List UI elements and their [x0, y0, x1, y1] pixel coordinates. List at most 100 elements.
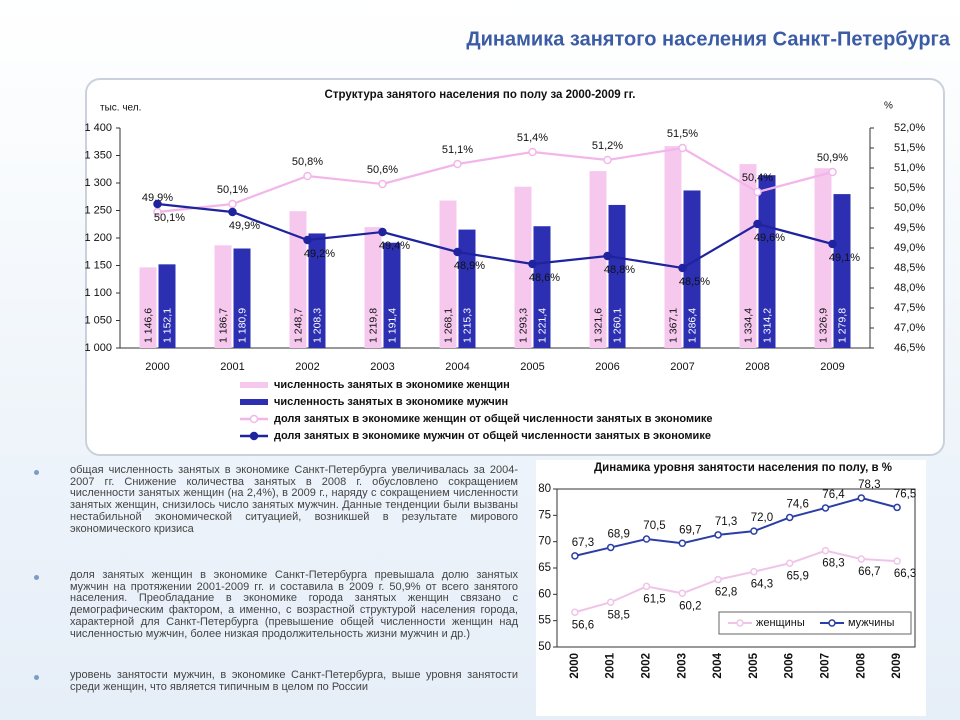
bullet-text: уровень занятости мужчин, в экономике Са… [70, 669, 518, 693]
x-tick-label: 2000 [145, 361, 169, 373]
line-value-label: 50,1% [154, 212, 185, 224]
line-marker [606, 598, 615, 606]
line-value-label: 76,5 [894, 488, 916, 500]
line-value-label: 49,9% [229, 220, 260, 232]
line-value-label: 69,7 [679, 524, 701, 536]
bar-value-label: 1 208,3 [311, 308, 323, 343]
bar-value-label: 1 152,1 [161, 308, 173, 343]
line-marker [893, 557, 901, 565]
line-marker [750, 527, 758, 535]
x-tick-label: 2006 [595, 361, 619, 373]
line-value-label: 74,6 [787, 498, 809, 510]
line-value-label: 49,4% [379, 240, 410, 252]
line-value-label: 66,7 [858, 566, 880, 578]
legend-label: доля занятых в экономике женщин от общей… [274, 413, 712, 425]
bullet-dot [34, 575, 39, 580]
bullet-dot [34, 675, 39, 680]
bar-value-label: 1 191,4 [386, 308, 398, 343]
bar [833, 194, 851, 348]
line-marker [821, 546, 830, 555]
chart-title: Динамика уровня занятости населения по п… [594, 462, 892, 474]
bar-value-label: 1 334,4 [742, 308, 754, 343]
line-marker [378, 179, 387, 189]
x-tick-label: 2004 [445, 361, 469, 373]
bar [289, 211, 307, 348]
line-marker [153, 199, 162, 209]
legend-box [718, 611, 912, 635]
x-tick-label: 2001 [220, 361, 244, 373]
bar [608, 204, 626, 348]
line-marker [857, 555, 866, 563]
line-marker [678, 143, 687, 153]
y-tick-label: 55 [538, 615, 551, 627]
bar-value-label: 1 367,1 [667, 308, 679, 343]
line-value-label: 62,8 [715, 587, 737, 599]
x-tick-label: 2007 [670, 361, 694, 373]
bar [814, 168, 832, 348]
x-tick-label: 2005 [748, 652, 760, 678]
line-value-label: 49,2% [304, 248, 335, 260]
bar [664, 146, 682, 348]
line-value-label: 50,8% [292, 156, 323, 168]
y-tick-label: 1 050 [84, 314, 112, 326]
line-value-label: 60,2 [679, 600, 701, 612]
x-tick-label: 2005 [520, 361, 544, 373]
line-marker [714, 531, 722, 539]
y2-tick-label: 51,5% [894, 142, 925, 154]
line-value-label: 58,5 [608, 609, 630, 621]
legend-swatch [240, 382, 268, 388]
line-marker [571, 608, 579, 616]
y-tick-label: 80 [538, 483, 551, 495]
x-tick-label: 2008 [855, 652, 867, 678]
x-tick-label: 2008 [745, 361, 769, 373]
y-tick-label: 65 [538, 562, 551, 574]
line-marker [228, 199, 237, 209]
line-value-label: 70,5 [643, 520, 665, 532]
bar [364, 227, 382, 348]
y2-tick-label: 51,0% [894, 162, 925, 174]
bar [739, 164, 757, 348]
line-value-label: 50,9% [817, 152, 848, 164]
line-marker [821, 504, 830, 512]
line-marker [785, 559, 794, 568]
bar-value-label: 1 314,2 [761, 308, 773, 343]
bar [233, 248, 251, 348]
x-tick-label: 2006 [784, 653, 796, 679]
line-marker [603, 155, 612, 165]
legend-label: численность занятых в экономике женщин [274, 379, 510, 391]
line-marker [753, 187, 762, 197]
bar [683, 190, 701, 348]
legend-marker [249, 431, 259, 441]
line [574, 496, 898, 557]
line-marker [642, 582, 651, 591]
line-marker [678, 539, 687, 547]
y-tick-label: 60 [538, 588, 551, 600]
line-value-label: 49,6% [754, 232, 785, 244]
line-marker [453, 159, 462, 169]
y-tick-label: 1 400 [84, 122, 112, 134]
line-marker [453, 247, 462, 257]
line [574, 549, 898, 614]
line-value-label: 48,8% [604, 264, 635, 276]
bar-value-label: 1 219,8 [367, 308, 379, 343]
bar-value-label: 1 260,1 [611, 308, 623, 343]
line-marker [528, 147, 537, 157]
line-marker [228, 207, 237, 217]
x-tick-label: 2003 [370, 361, 394, 373]
x-tick-label: 2001 [605, 652, 617, 678]
line-value-label: 50,6% [367, 164, 398, 176]
line-marker [303, 171, 312, 181]
bar [458, 229, 476, 348]
bar [383, 242, 401, 348]
line-value-label: 66,3 [894, 568, 916, 580]
bullet-dot [34, 470, 39, 475]
bullet-text: доля занятых женщин в экономике Санкт-Пе… [70, 569, 518, 640]
y2-tick-label: 50,0% [894, 202, 925, 214]
line-marker [378, 227, 387, 237]
bar-value-label: 1 215,3 [461, 308, 473, 343]
y2-axis-label: % [884, 101, 893, 112]
line-value-label: 68,9 [608, 528, 630, 540]
line-marker [606, 543, 615, 552]
line [157, 202, 833, 270]
